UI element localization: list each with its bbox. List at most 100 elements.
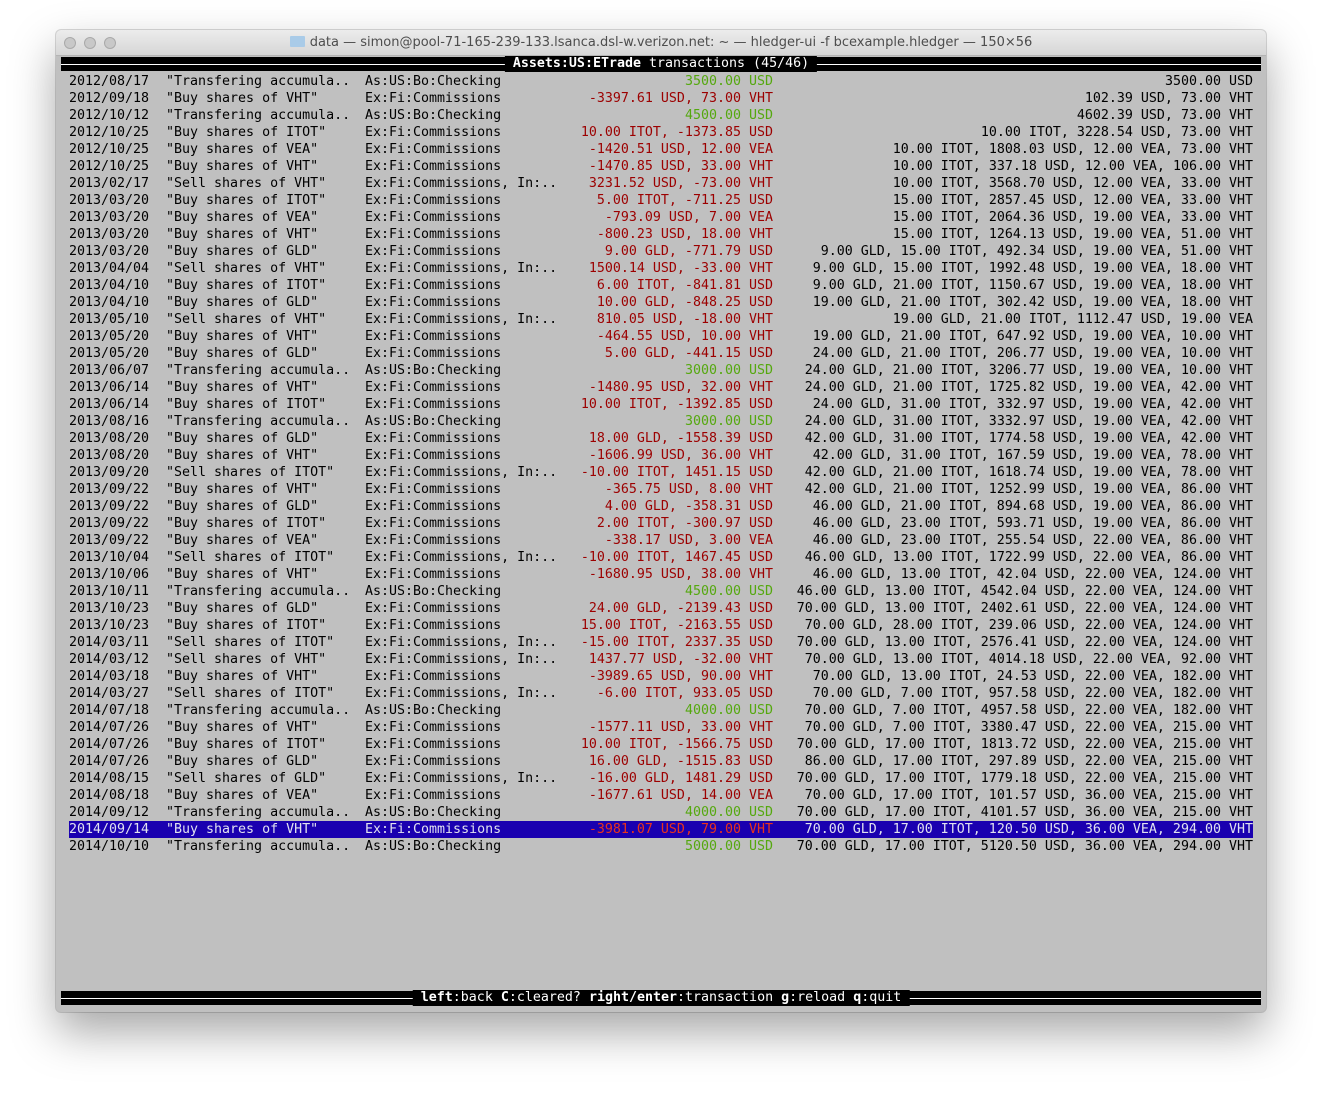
description-cell: "Buy shares of ITOT" [166,618,327,633]
date-cell: 2013/03/20 [69,227,150,242]
table-row[interactable]: 2013/03/20 "Buy shares of ITOT" Ex:Fi:Comm… [61,192,1261,209]
table-row[interactable]: 2012/09/18 "Buy shares of VHT" Ex:Fi:Commi… [61,90,1261,107]
table-row[interactable]: 2014/03/18 "Buy shares of VHT" Ex:Fi:Commi… [61,668,1261,685]
table-row[interactable]: 2013/10/23 "Buy shares of GLD" Ex:Fi:Commi… [61,600,1261,617]
key-help: left:back C:cleared? right/enter:transac… [412,990,910,1006]
description-cell: "Transfering accumula.. [166,363,351,378]
table-row[interactable]: 2012/10/25 "Buy shares of VHT" Ex:Fi:Commi… [61,158,1261,175]
change-cell: 810.05 USD, -18.00 VHT [596,312,773,327]
table-row[interactable]: 2014/07/18 "Transfering accumula.. As:US:B… [61,702,1261,719]
date-cell: 2013/02/17 [69,176,150,191]
table-row[interactable]: 2013/09/22 "Buy shares of ITOT" Ex:Fi:Comm… [61,515,1261,532]
table-row[interactable]: 2013/06/14 "Buy shares of VHT" Ex:Fi:Commi… [61,379,1261,396]
table-row[interactable]: 2013/08/16 "Transfering accumula.. As:US:B… [61,413,1261,430]
description-cell: "Transfering accumula.. [166,839,351,854]
separator: : [452,990,461,1005]
zoom-button[interactable] [104,37,116,49]
balance-cell: 24.00 GLD, 31.00 ITOT, 3332.97 USD, 19.0… [804,414,1253,429]
description-cell: "Buy shares of VEA" [166,533,319,548]
table-row[interactable]: 2014/03/11 "Sell shares of ITOT" Ex:Fi:Com… [61,634,1261,651]
table-row[interactable]: 2013/10/06 "Buy shares of VHT" Ex:Fi:Commi… [61,566,1261,583]
description-cell: "Sell shares of VHT" [166,652,327,667]
description-cell: "Sell shares of ITOT" [166,635,335,650]
header-suffix: transactions (45/46) [640,56,810,71]
table-row[interactable]: 2013/05/20 "Buy shares of GLD" Ex:Fi:Commi… [61,345,1261,362]
table-row[interactable]: 2013/03/20 "Buy shares of GLD" Ex:Fi:Commi… [61,243,1261,260]
account-cell: Ex:Fi:Commissions [365,720,502,735]
change-cell: -1480.95 USD, 32.00 VHT [588,380,773,395]
table-row[interactable]: 2013/02/17 "Sell shares of VHT" Ex:Fi:Comm… [61,175,1261,192]
table-row[interactable]: 2012/10/25 "Buy shares of VEA" Ex:Fi:Commi… [61,141,1261,158]
table-row[interactable]: 2013/03/20 "Buy shares of VHT" Ex:Fi:Commi… [61,226,1261,243]
table-row[interactable]: 2013/06/14 "Buy shares of ITOT" Ex:Fi:Comm… [61,396,1261,413]
table-row[interactable]: 2014/03/27 "Sell shares of ITOT" Ex:Fi:Com… [61,685,1261,702]
table-row[interactable]: 2014/07/26 "Buy shares of VHT" Ex:Fi:Commi… [61,719,1261,736]
table-row[interactable]: 2012/08/17 "Transfering accumula.. As:US:B… [61,73,1261,90]
description-cell: "Buy shares of ITOT" [166,278,327,293]
table-row[interactable]: 2013/09/22 "Buy shares of VHT" Ex:Fi:Commi… [61,481,1261,498]
table-row[interactable]: 2013/04/04 "Sell shares of VHT" Ex:Fi:Comm… [61,260,1261,277]
change-cell: 9.00 GLD, -771.79 USD [604,244,773,259]
table-row-selected[interactable]: 2014/09/14 "Buy shares of VHT" Ex:Fi:Commi… [69,821,1253,838]
date-cell: 2014/09/14 [69,822,150,837]
table-row[interactable]: 2013/09/22 "Buy shares of VEA" Ex:Fi:Commi… [61,532,1261,549]
account-cell: Ex:Fi:Commissions [365,91,502,106]
account-cell: Ex:Fi:Commissions [365,499,502,514]
table-row[interactable]: 2013/08/20 "Buy shares of GLD" Ex:Fi:Commi… [61,430,1261,447]
change-cell: 1500.14 USD, -33.00 VHT [588,261,773,276]
table-row[interactable]: 2014/08/18 "Buy shares of VEA" Ex:Fi:Commi… [61,787,1261,804]
account-cell: As:US:Bo:Checking [365,74,502,89]
table-row[interactable]: 2014/10/10 "Transfering accumula.. As:US:B… [61,838,1261,855]
date-cell: 2014/10/10 [69,839,150,854]
table-row[interactable]: 2013/06/07 "Transfering accumula.. As:US:B… [61,362,1261,379]
account-cell: Ex:Fi:Commissions [365,227,502,242]
table-row[interactable]: 2013/05/20 "Buy shares of VHT" Ex:Fi:Commi… [61,328,1261,345]
change-cell: -1420.51 USD, 12.00 VEA [588,142,773,157]
separator: : [677,990,686,1005]
table-row[interactable]: 2014/07/26 "Buy shares of ITOT" Ex:Fi:Comm… [61,736,1261,753]
balance-cell: 15.00 ITOT, 1264.13 USD, 19.00 VEA, 51.0… [892,227,1253,242]
balance-cell: 70.00 GLD, 7.00 ITOT, 957.58 USD, 22.00 … [812,686,1253,701]
table-row[interactable]: 2014/03/12 "Sell shares of VHT" Ex:Fi:Comm… [61,651,1261,668]
date-cell: 2012/09/18 [69,91,150,106]
description-cell: "Transfering accumula.. [166,414,351,429]
account-cell: Ex:Fi:Commissions [365,431,502,446]
balance-cell: 70.00 GLD, 13.00 ITOT, 2576.41 USD, 22.0… [796,635,1253,650]
table-row[interactable]: 2013/09/20 "Sell shares of ITOT" Ex:Fi:Com… [61,464,1261,481]
table-row[interactable]: 2012/10/12 "Transfering accumula.. As:US:B… [61,107,1261,124]
account-cell: Ex:Fi:Commissions, In:.. [365,176,558,191]
account-cell: Ex:Fi:Commissions [365,754,502,769]
description-cell: "Buy shares of VHT" [166,448,319,463]
table-row[interactable]: 2012/10/25 "Buy shares of ITOT" Ex:Fi:Comm… [61,124,1261,141]
change-cell: 2.00 ITOT, -300.97 USD [596,516,773,531]
balance-cell: 19.00 GLD, 21.00 ITOT, 302.42 USD, 19.00… [812,295,1253,310]
balance-cell: 4602.39 USD, 73.00 VHT [1076,108,1253,123]
change-cell: 3000.00 USD [684,414,773,429]
description-cell: "Sell shares of VHT" [166,176,327,191]
date-cell: 2013/03/20 [69,244,150,259]
table-row[interactable]: 2013/08/20 "Buy shares of VHT" Ex:Fi:Commi… [61,447,1261,464]
description-cell: "Buy shares of GLD" [166,431,319,446]
table-row[interactable]: 2013/10/04 "Sell shares of ITOT" Ex:Fi:Com… [61,549,1261,566]
header-account: Assets:US:ETrade [512,56,641,71]
description-cell: "Sell shares of ITOT" [166,686,335,701]
table-row[interactable]: 2013/09/22 "Buy shares of GLD" Ex:Fi:Commi… [61,498,1261,515]
table-row[interactable]: 2013/05/10 "Sell shares of VHT" Ex:Fi:Comm… [61,311,1261,328]
table-row[interactable]: 2013/10/23 "Buy shares of ITOT" Ex:Fi:Comm… [61,617,1261,634]
change-cell: -3981.07 USD, 79.00 VHT [588,822,773,837]
table-row[interactable]: 2014/08/15 "Sell shares of GLD" Ex:Fi:Comm… [61,770,1261,787]
close-button[interactable] [64,37,76,49]
change-cell: 10.00 ITOT, -1566.75 USD [580,737,773,752]
date-cell: 2013/10/11 [69,584,150,599]
change-cell: 5000.00 USD [684,839,773,854]
table-row[interactable]: 2013/10/11 "Transfering accumula.. As:US:B… [61,583,1261,600]
change-cell: -365.75 USD, 8.00 VHT [604,482,773,497]
minimize-button[interactable] [84,37,96,49]
table-row[interactable]: 2014/09/12 "Transfering accumula.. As:US:B… [61,804,1261,821]
table-row[interactable]: 2013/03/20 "Buy shares of VEA" Ex:Fi:Commi… [61,209,1261,226]
balance-cell: 15.00 ITOT, 2064.36 USD, 19.00 VEA, 33.0… [892,210,1253,225]
table-row[interactable]: 2013/04/10 "Buy shares of ITOT" Ex:Fi:Comm… [61,277,1261,294]
change-cell: -15.00 ITOT, 2337.35 USD [580,635,773,650]
table-row[interactable]: 2013/04/10 "Buy shares of GLD" Ex:Fi:Commi… [61,294,1261,311]
table-row[interactable]: 2014/07/26 "Buy shares of GLD" Ex:Fi:Commi… [61,753,1261,770]
